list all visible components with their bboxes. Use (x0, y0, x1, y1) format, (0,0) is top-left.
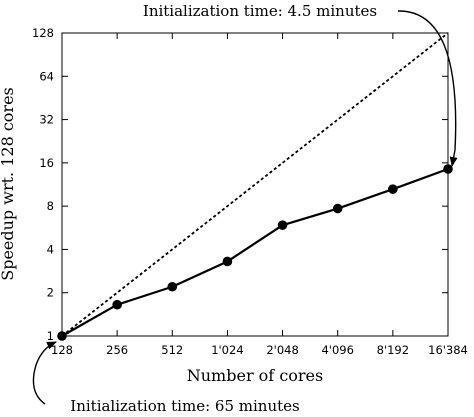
y-tick-label: 2 (47, 286, 54, 300)
data-point (388, 184, 398, 194)
series-layer (57, 32, 453, 341)
x-axis-ticks: 128 256 512 1'024 2'048 4'096 8'192 16'384 (51, 33, 468, 357)
y-tick-label: 1 (47, 329, 54, 343)
y-axis-ticks: 1 2 4 8 16 32 64 128 (32, 26, 448, 343)
x-tick-label: 4'096 (321, 343, 353, 357)
annotation-top-arrow (397, 10, 458, 167)
annotation-bottom: Initialization time: 65 minutes (70, 397, 299, 415)
x-tick-label: 512 (161, 343, 183, 357)
annotation-bottom-arrow (32, 341, 57, 405)
data-point (332, 203, 343, 214)
plot-frame (61, 32, 449, 337)
data-point (167, 281, 178, 292)
data-point (222, 256, 233, 267)
annotation-top: Initialization time: 4.5 minutes (143, 2, 377, 20)
measured-speedup-line (61, 167, 449, 337)
ideal-speedup-line (61, 32, 449, 337)
data-point (57, 331, 67, 341)
data-point (277, 220, 288, 230)
x-tick-label: 8'192 (377, 343, 409, 357)
x-axis-title: Number of cores (187, 366, 323, 385)
x-tick-label: 128 (51, 343, 73, 357)
x-tick-label: 256 (106, 343, 128, 357)
x-tick-label: 2'048 (266, 343, 298, 357)
y-tick-label: 32 (39, 113, 54, 127)
x-tick-label: 1'024 (211, 343, 243, 357)
data-point (112, 299, 122, 310)
x-tick-label: 16'384 (428, 343, 468, 357)
y-axis-title: Speedup wrt. 128 cores (0, 87, 17, 281)
y-tick-label: 16 (39, 156, 54, 170)
y-tick-label: 64 (39, 69, 54, 83)
y-tick-label: 4 (47, 242, 54, 256)
y-tick-label: 128 (32, 26, 54, 40)
y-tick-label: 8 (47, 199, 54, 213)
